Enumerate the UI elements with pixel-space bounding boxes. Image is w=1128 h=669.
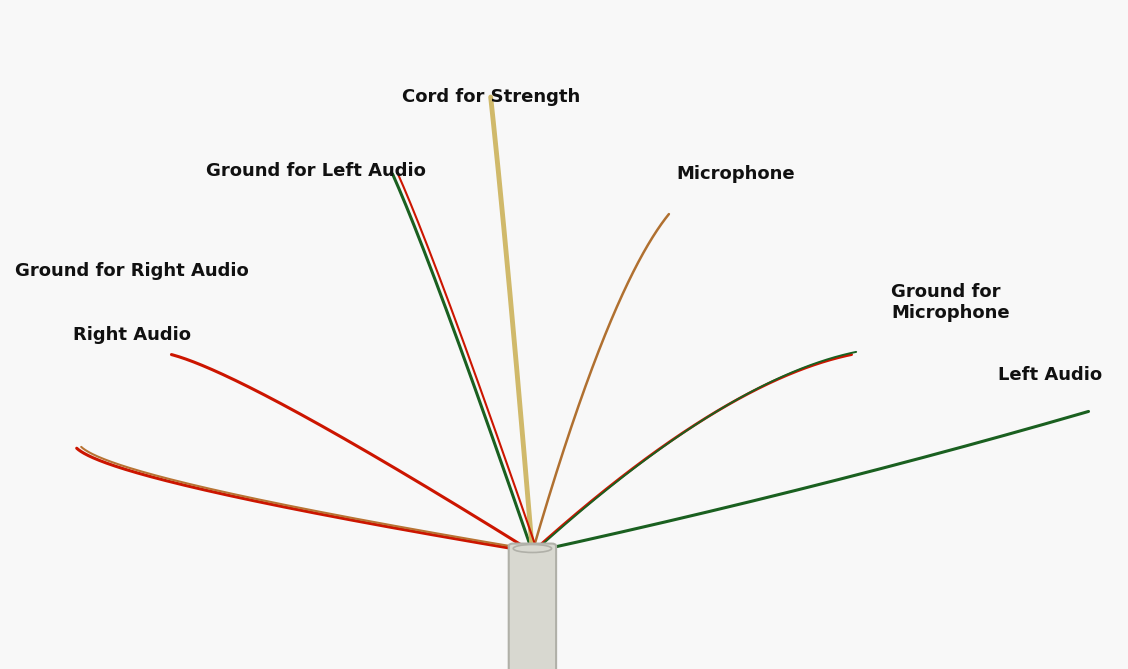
Text: Right Audio: Right Audio (73, 326, 192, 343)
FancyBboxPatch shape (509, 543, 556, 669)
Text: Ground for Left Audio: Ground for Left Audio (206, 162, 426, 179)
Text: Cord for Strength: Cord for Strength (402, 88, 580, 106)
Text: Ground for
Microphone: Ground for Microphone (891, 283, 1010, 322)
Text: Ground for Right Audio: Ground for Right Audio (15, 262, 248, 280)
Text: Left Audio: Left Audio (998, 366, 1102, 383)
Text: Microphone: Microphone (677, 165, 795, 183)
Ellipse shape (513, 545, 552, 553)
